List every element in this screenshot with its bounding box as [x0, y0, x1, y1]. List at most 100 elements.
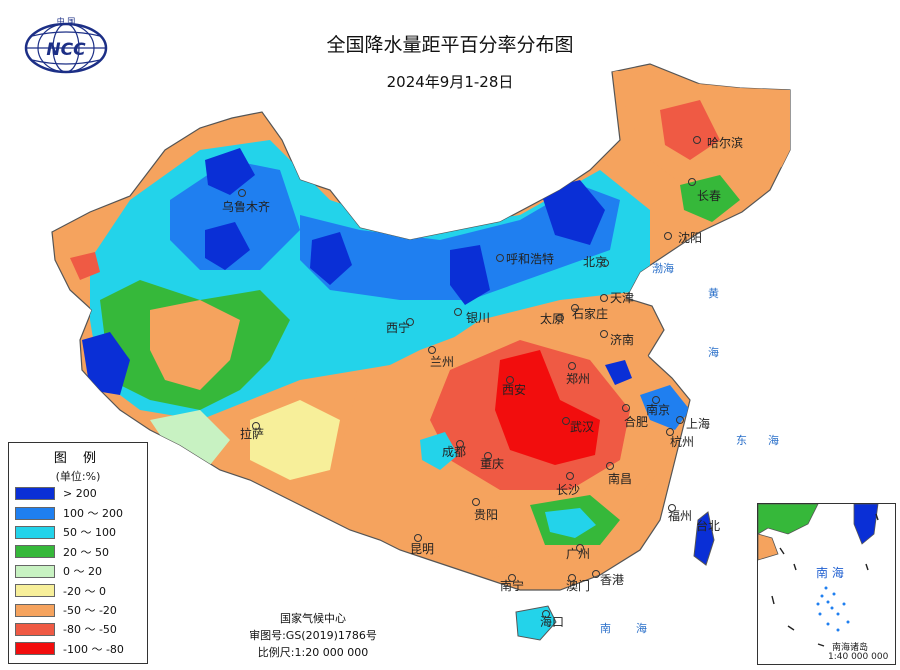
- legend-range-label: 20 ～ 50: [63, 545, 109, 559]
- city-nanchang: 南昌: [608, 471, 632, 486]
- city-nanning: 南宁: [500, 578, 524, 593]
- sea-east-2: 海: [768, 433, 779, 447]
- zone-cyan-south: [545, 508, 596, 538]
- ncc-globe-logo: NCC 中 国: [24, 16, 108, 74]
- legend-row: > 200: [15, 484, 147, 503]
- logo-top-text: 中 国: [57, 16, 76, 26]
- legend-title: 图 例: [53, 451, 103, 466]
- zone-blue-inner-mongolia: [300, 185, 620, 300]
- inset-title: 南 海: [816, 566, 844, 580]
- footer-agency: 国家气候中心: [280, 612, 346, 625]
- legend-range-label: 100 ～ 200: [63, 507, 123, 521]
- zone-deep-blue-im-1: [310, 232, 352, 285]
- legend-rows: > 200 100 ～ 200 50 ～ 100 20 ～ 50 0 ～ 20 -20 ～…: [9, 484, 147, 659]
- city-taiyuan: 太原: [540, 311, 564, 326]
- inset-map: [758, 504, 879, 647]
- legend-range-label: > 200: [63, 487, 97, 501]
- footer-approval: 审图号:GS(2019)1786号: [249, 629, 377, 642]
- zone-deep-blue-xinjiang-1: [205, 148, 255, 195]
- sea-bohai: 渤海: [652, 261, 674, 275]
- legend-range-label: -50 ～ -20: [63, 604, 117, 618]
- city-xian: 西安: [502, 382, 526, 397]
- sea-yellow-2: 海: [708, 345, 719, 359]
- legend-range-label: -20 ～ 0: [63, 584, 106, 598]
- legend-unit: (单位:%): [55, 470, 101, 483]
- city-hohhot: 呼和浩特: [506, 251, 554, 266]
- legend-swatch: [15, 506, 55, 520]
- map-title: 全国降水量距平百分率分布图: [326, 34, 574, 56]
- city-wuhan: 武汉: [570, 420, 594, 434]
- inset-islands-label: 南海诸岛: [832, 643, 869, 653]
- legend-swatch: [15, 642, 55, 656]
- legend-swatch: [15, 545, 55, 559]
- sea-south-2: 海: [636, 621, 647, 635]
- taiwan-island: [693, 511, 715, 566]
- city-hefei: 合肥: [624, 414, 648, 429]
- zone-red-west-corner: [70, 252, 100, 280]
- sea-south-1: 南: [600, 622, 611, 635]
- zone-orange-west: [150, 300, 240, 390]
- city-shijiazhuang: 石家庄: [572, 306, 608, 321]
- legend-row: 20 ～ 50: [15, 542, 147, 561]
- south-china-sea-inset: 南 海 南海诸岛 1:40 000 000: [757, 503, 896, 665]
- legend-swatch: [15, 584, 55, 598]
- legend-range-label: 0 ～ 20: [63, 565, 102, 579]
- zone-deep-blue-im-3: [540, 180, 605, 245]
- zone-lightgreen-tibet: [150, 410, 230, 465]
- zone-cyan-southwest: [420, 432, 458, 470]
- city-lanzhou: 兰州: [430, 355, 454, 369]
- city-harbin: 哈尔滨: [707, 135, 743, 150]
- legend-range-label: -100 ～ -80: [63, 642, 124, 656]
- legend-row: 0 ～ 20: [15, 562, 147, 581]
- city-xining: 西宁: [386, 320, 410, 335]
- zone-blue-shandong: [605, 360, 632, 385]
- legend-row: -100 ～ -80: [15, 639, 147, 658]
- map-subtitle: 2024年9月1-28日: [386, 73, 514, 91]
- legend-row: 50 ～ 100: [15, 523, 147, 542]
- city-hangzhou: 杭州: [670, 434, 694, 449]
- city-nanjing: 南京: [646, 402, 670, 417]
- hainan-island: [515, 605, 557, 641]
- city-urumqi: 乌鲁木齐: [222, 199, 270, 214]
- city-guangzhou: 广州: [566, 547, 590, 561]
- city-beijing: 北京: [583, 255, 607, 269]
- legend-swatch: [15, 603, 55, 617]
- city-markers: [238, 136, 701, 618]
- city-tianjin: 天津: [610, 291, 634, 305]
- zone-deep-blue-im-2: [450, 245, 490, 305]
- legend-range-label: -80 ～ -50: [63, 623, 117, 637]
- city-changchun: 长春: [697, 189, 721, 203]
- city-shenyang: 沈阳: [678, 230, 702, 245]
- anomaly-zones: [70, 70, 790, 560]
- zone-deep-blue-west-edge: [82, 332, 130, 395]
- zone-yellow-southwest: [250, 400, 340, 480]
- zone-extreme-dry-central: [495, 350, 600, 465]
- city-yinchuan: 银川: [466, 311, 490, 325]
- legend-row: -80 ～ -50: [15, 620, 147, 639]
- sea-east-1: 东: [736, 434, 747, 447]
- legend-swatch: [15, 564, 55, 578]
- legend-range-label: 50 ～ 100: [63, 526, 116, 540]
- legend-row: -50 ～ -20: [15, 600, 147, 619]
- footer-scale: 比例尺:1:20 000 000: [257, 646, 369, 659]
- city-taibei: 台北: [696, 518, 720, 533]
- zone-wet-jilin: [680, 175, 740, 222]
- city-guiyang: 贵阳: [474, 508, 498, 522]
- zone-blue-xinjiang: [170, 160, 300, 270]
- city-lhasa: 拉萨: [240, 426, 264, 441]
- legend-row: 100 ～ 200: [15, 503, 147, 522]
- city-jinan: 济南: [610, 332, 634, 347]
- city-fuzhou: 福州: [668, 508, 692, 523]
- city-chengdu: 成都: [442, 445, 466, 459]
- city-shanghai: 上海: [686, 416, 710, 431]
- legend-swatch: [15, 622, 55, 636]
- zone-red-northeast: [660, 100, 720, 160]
- legend-swatch: [15, 487, 55, 501]
- map-legend: 图 例 (单位:%) > 200 100 ～ 200 50 ～ 100 20 ～ 50…: [8, 442, 148, 664]
- inset-scale: 1:40 000 000: [828, 652, 889, 662]
- city-chongqing: 重庆: [480, 457, 504, 471]
- city-kunming: 昆明: [410, 542, 434, 556]
- city-hongkong: 香港: [600, 573, 624, 587]
- zone-deep-blue-xinjiang-2: [205, 222, 250, 270]
